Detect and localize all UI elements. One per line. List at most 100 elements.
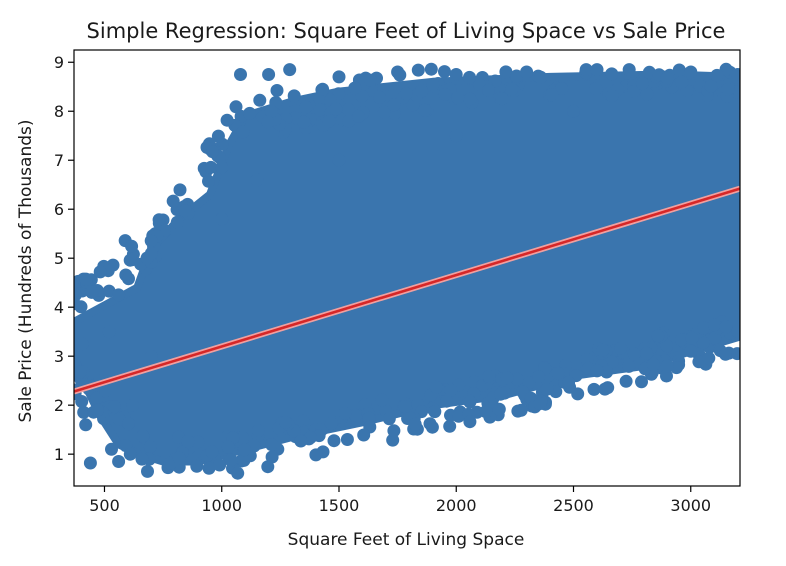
scatter-point (83, 456, 97, 470)
x-tick-label: 500 (89, 496, 120, 515)
scatter-point (327, 434, 341, 448)
scatter-point (229, 100, 243, 114)
scatter-point (451, 91, 465, 105)
scatter-point (685, 331, 699, 345)
scatter-point (438, 65, 451, 79)
scatter-point (540, 382, 554, 396)
x-tick-label: 2000 (436, 496, 477, 515)
scatter-point (411, 63, 425, 77)
scatter-point (571, 387, 585, 401)
scatter-point (440, 394, 454, 408)
scatter-point (170, 215, 184, 229)
scatter-point (684, 65, 698, 79)
scatter-point (510, 372, 524, 386)
scatter-point (122, 417, 135, 431)
scatter-point (224, 453, 238, 467)
scatter-point (640, 346, 653, 360)
scatter-point (426, 78, 440, 92)
scatter-point (500, 371, 514, 385)
regression-line (74, 187, 740, 393)
scatter-point (449, 68, 463, 81)
x-tick-label: 3000 (670, 496, 711, 515)
scatter-points (74, 62, 740, 480)
scatter-point (660, 369, 673, 383)
scatter-point (236, 431, 250, 445)
y-tick-label: 2 (54, 396, 64, 415)
scatter-point (635, 375, 648, 389)
x-tick-label: 1500 (319, 496, 360, 515)
scatter-point (635, 77, 649, 90)
scatter-point (126, 398, 140, 412)
scatter-point (731, 325, 740, 339)
scatter-point (510, 69, 523, 83)
scatter-point (264, 105, 278, 118)
scatter-point (684, 344, 698, 358)
scatter-point (627, 85, 641, 98)
scatter-point (342, 114, 356, 128)
scatter-point (495, 92, 509, 106)
scatter-point (511, 404, 525, 418)
scatter-point (660, 359, 674, 373)
scatter-point (449, 129, 463, 143)
scatter-point (202, 174, 215, 188)
scatter-point (590, 63, 604, 77)
scatter-point (296, 414, 310, 428)
scatter-point (452, 409, 466, 423)
scatter-point (202, 461, 216, 475)
scatter-point (731, 68, 740, 81)
scatter-point (144, 234, 158, 248)
scatter-point (332, 153, 346, 167)
scatter-point (143, 440, 157, 454)
y-tick-label: 4 (54, 298, 64, 317)
scatter-point (555, 82, 569, 95)
scatter-point (387, 98, 401, 112)
scatter-point (213, 458, 227, 472)
scatter-point (463, 415, 477, 429)
scatter-point (141, 464, 154, 478)
scatter-point (463, 70, 476, 84)
scatter-point (605, 67, 619, 81)
scatter-point (660, 71, 674, 85)
scatter-point (220, 113, 234, 127)
scatter-point (191, 435, 205, 449)
scatter-point (152, 213, 166, 227)
scatter-point (262, 68, 276, 81)
scatter-point (408, 417, 422, 431)
scatter-point (144, 246, 158, 260)
scatter-point (299, 100, 313, 114)
scatter-point (692, 355, 706, 369)
scatter-point (102, 325, 116, 339)
scatter-point (206, 145, 219, 159)
scatter-point (499, 65, 513, 79)
y-tick-label: 3 (54, 347, 64, 366)
y-tick-label: 8 (54, 102, 64, 121)
scatter-point (322, 114, 336, 128)
scatter-point (428, 405, 442, 419)
scatter-point (238, 443, 252, 457)
scatter-point (627, 347, 641, 361)
scatter-point (324, 416, 338, 430)
scatter-point (377, 105, 391, 119)
scatter-point (479, 405, 493, 419)
scatter-point (287, 89, 301, 103)
scatter-point (231, 466, 245, 480)
scatter-point (551, 366, 565, 380)
scatter-point (719, 320, 733, 334)
scatter-point (710, 68, 724, 82)
scatter-point (93, 265, 107, 279)
y-tick-label: 7 (54, 151, 64, 170)
scatter-point (77, 405, 91, 419)
scatter-point (243, 106, 257, 120)
scatter-point (357, 428, 371, 442)
scatter-point (697, 321, 710, 335)
axes-frame (73, 49, 741, 487)
scatter-point (534, 70, 548, 84)
scatter-point (622, 359, 636, 373)
scatter-point (348, 81, 362, 95)
scatter-point (340, 433, 354, 446)
scatter-point (640, 87, 654, 101)
scatter-point (418, 103, 432, 117)
scatter-point (99, 384, 113, 398)
scatter-point (265, 438, 279, 452)
scatter-point (482, 369, 496, 383)
